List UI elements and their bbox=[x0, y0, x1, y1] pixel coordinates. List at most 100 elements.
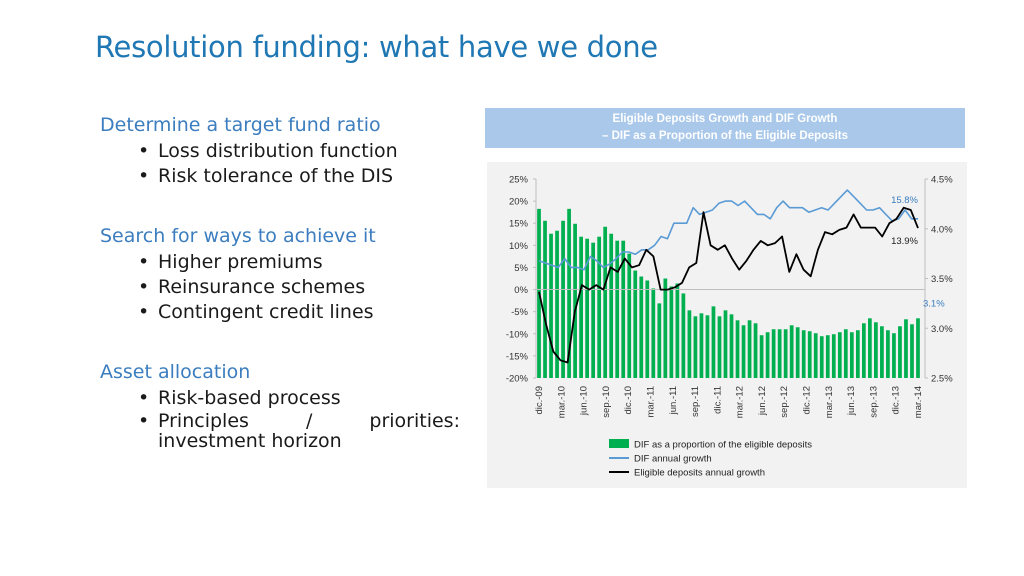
bar bbox=[801, 330, 806, 378]
bar bbox=[657, 303, 662, 378]
bar bbox=[555, 230, 559, 378]
left-axis-tick-label: 0% bbox=[514, 285, 528, 296]
bullet-text: Higher premiums bbox=[158, 251, 323, 273]
x-axis-tick-label: dic.-11 bbox=[712, 386, 723, 414]
bullet-list: • Higher premiums • Reinsurance schemes • C… bbox=[100, 250, 460, 325]
section-target-fund-ratio: Determine a target fund ratio • Loss dist… bbox=[100, 114, 460, 189]
bar bbox=[837, 332, 842, 378]
bar bbox=[567, 208, 571, 378]
bar bbox=[663, 278, 668, 378]
bar bbox=[747, 320, 752, 378]
bar bbox=[892, 333, 896, 378]
bar bbox=[711, 306, 716, 378]
chart-header-line2: – DIF as a Proportion of the Eligible De… bbox=[601, 130, 848, 142]
right-axis-tick-label: 2.5% bbox=[931, 374, 953, 385]
bullet-item: • Reinsurance schemes bbox=[100, 275, 460, 300]
right-axis-tick-label: 4.0% bbox=[931, 224, 953, 235]
bar bbox=[819, 336, 824, 378]
bullet-text: Risk tolerance of the DIS bbox=[158, 165, 394, 187]
bar bbox=[723, 310, 728, 378]
bar bbox=[591, 242, 596, 378]
section-heading: Asset allocation bbox=[100, 361, 251, 383]
section-heading: Determine a target fund ratio bbox=[100, 114, 381, 136]
x-axis-tick-label: jun.-13 bbox=[846, 386, 857, 416]
x-axis-tick-label: dic.-13 bbox=[891, 386, 902, 415]
bullet-continuation: investment horizon bbox=[158, 430, 342, 452]
right-axis-tick-label: 4.5% bbox=[931, 175, 953, 186]
bar bbox=[874, 322, 878, 378]
bar bbox=[849, 332, 854, 378]
bar bbox=[825, 335, 830, 378]
chart-header-line1: Eligible Deposits Growth and DIF Growth bbox=[612, 113, 838, 125]
bullet-item: • Risk-based process bbox=[100, 386, 460, 411]
bar bbox=[693, 316, 698, 378]
bar bbox=[621, 240, 626, 378]
left-axis-tick-label: -10% bbox=[506, 329, 529, 340]
bar bbox=[789, 325, 794, 378]
bullet-item: • Risk tolerance of the DIS bbox=[100, 164, 460, 189]
bar bbox=[627, 253, 632, 378]
bar bbox=[831, 334, 836, 378]
chart-svg: 25% 20% 15% 10% 5% 0% -5% -10% -15% -20% 4.5% 4.0% 3… bbox=[506, 175, 953, 479]
x-axis-tick-label: mar.-14 bbox=[913, 386, 924, 418]
bar bbox=[573, 223, 577, 378]
bar bbox=[741, 325, 746, 378]
bar bbox=[855, 330, 860, 378]
bullet-glyph: • bbox=[138, 165, 150, 187]
bullet-text: Loss distribution function bbox=[158, 140, 398, 162]
x-axis-tick-label: sep.-12 bbox=[779, 386, 790, 418]
x-axis-tick-label: jun.-12 bbox=[757, 386, 768, 416]
bullet-glyph: • bbox=[138, 276, 150, 298]
left-axis-tick-label: 10% bbox=[509, 241, 529, 252]
bar bbox=[910, 324, 914, 378]
dif-growth-annotation: 15.8% bbox=[891, 195, 918, 206]
x-axis-tick-label: jun.-10 bbox=[579, 386, 590, 416]
bar bbox=[807, 331, 812, 378]
legend-swatch-bars bbox=[609, 439, 629, 448]
legend-label: DIF as a proportion of the eligible depo… bbox=[634, 440, 812, 451]
left-axis-tick-label: 20% bbox=[509, 197, 529, 208]
bullet-item: • Higher premiums bbox=[100, 250, 460, 275]
x-axis-tick-label: sep.-10 bbox=[601, 386, 612, 418]
justified-line: Principles / priorities: bbox=[158, 411, 460, 431]
x-axis-tick-label: dic.-09 bbox=[534, 386, 545, 415]
bullet-word: Principles bbox=[158, 410, 249, 432]
bullet-item: • Principles / priorities: investment ho… bbox=[100, 411, 460, 451]
left-axis-tick-label: 5% bbox=[514, 263, 528, 274]
bar bbox=[549, 233, 553, 378]
bullet-list: • Risk-based process • Principles / prior… bbox=[100, 386, 460, 451]
bar bbox=[639, 276, 644, 378]
bar bbox=[687, 310, 692, 378]
x-axis-tick-label: dic.-10 bbox=[623, 386, 634, 415]
section-heading: Search for ways to achieve it bbox=[100, 225, 376, 247]
left-axis-tick-label: -20% bbox=[506, 374, 529, 385]
bar bbox=[645, 280, 650, 378]
bar bbox=[765, 332, 770, 378]
bullet-text: Reinsurance schemes bbox=[158, 276, 366, 298]
bar bbox=[681, 293, 686, 378]
left-axis-tick-label: -5% bbox=[511, 307, 528, 318]
bar bbox=[603, 226, 608, 378]
bar bbox=[699, 313, 704, 378]
x-axis-tick-label: jun.-11 bbox=[668, 386, 679, 415]
x-axis-tick-label: sep.-13 bbox=[868, 386, 879, 418]
bar bbox=[735, 320, 740, 378]
left-axis-tick-label: -15% bbox=[506, 351, 529, 362]
x-axis-tick-label: mar.-13 bbox=[824, 386, 835, 418]
bar bbox=[795, 327, 800, 378]
chart-panel: 25% 20% 15% 10% 5% 0% -5% -10% -15% -20% 4.5% 4.0% 3… bbox=[487, 162, 967, 488]
bar bbox=[675, 283, 680, 378]
bar bbox=[609, 233, 614, 378]
bar bbox=[868, 318, 872, 378]
bar bbox=[904, 319, 908, 378]
bullet-glyph: • bbox=[138, 387, 150, 409]
bar bbox=[813, 333, 818, 378]
dif-proportion-annotation: 3.1% bbox=[923, 298, 945, 309]
x-axis-tick-label: mar.-10 bbox=[556, 386, 567, 418]
bar bbox=[633, 270, 638, 378]
bar bbox=[783, 329, 788, 378]
bar bbox=[843, 329, 848, 378]
bullet-item: • Loss distribution function bbox=[100, 139, 460, 164]
section-asset-allocation: Asset allocation • Risk-based process • P… bbox=[100, 361, 460, 451]
bar bbox=[759, 335, 764, 378]
